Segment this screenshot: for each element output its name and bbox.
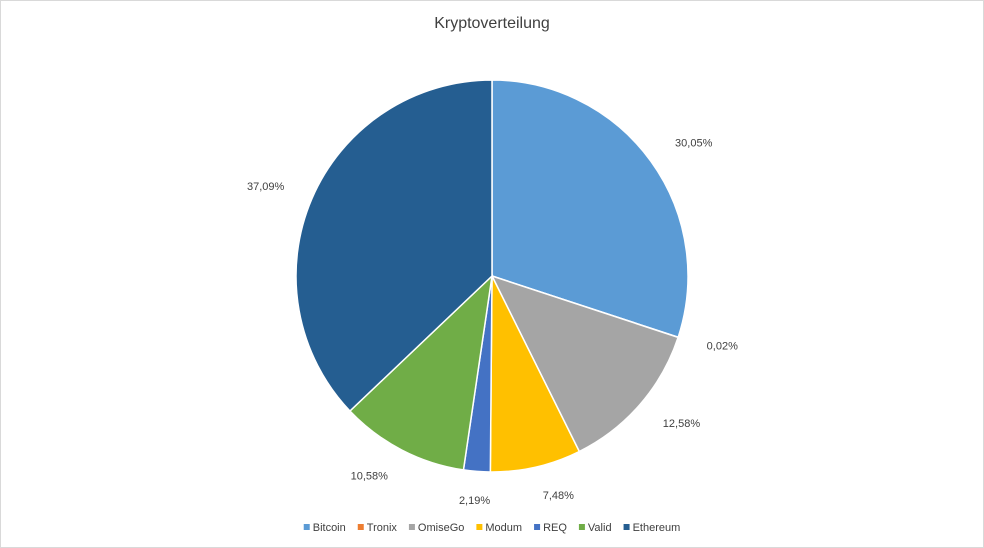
data-label: 37,09% [247, 181, 285, 193]
data-label: 12,58% [663, 418, 701, 430]
data-label: 7,48% [543, 490, 574, 502]
legend: Bitcoin Tronix OmiseGo Modum REQ Valid Ethereu… [303, 522, 681, 534]
legend-label: OmiseGo [418, 522, 464, 534]
legend-label: REQ [543, 522, 567, 534]
legend-label: Ethereum [633, 522, 681, 534]
legend-swatch [303, 524, 310, 530]
legend-label: Modum [485, 522, 522, 534]
pie-slice [348, 273, 494, 471]
chart-title: Kryptoverteilung [434, 15, 550, 32]
legend-label: Tronix [367, 522, 398, 534]
pie-slice [491, 79, 689, 339]
pie-slice [295, 79, 493, 413]
legend-swatch [476, 524, 483, 530]
data-label: 30,05% [675, 137, 713, 149]
legend-swatch [578, 524, 585, 530]
legend-swatch [534, 524, 541, 530]
legend-label: Bitcoin [313, 522, 346, 534]
legend-swatch [623, 524, 630, 530]
data-label: 0,02% [707, 341, 738, 353]
data-label: 2,19% [459, 495, 490, 507]
pie-slice [490, 274, 680, 453]
data-label: 10,58% [351, 471, 389, 483]
legend-swatch [408, 524, 415, 530]
legend-swatch [357, 524, 364, 530]
legend-label: Valid [588, 522, 612, 534]
